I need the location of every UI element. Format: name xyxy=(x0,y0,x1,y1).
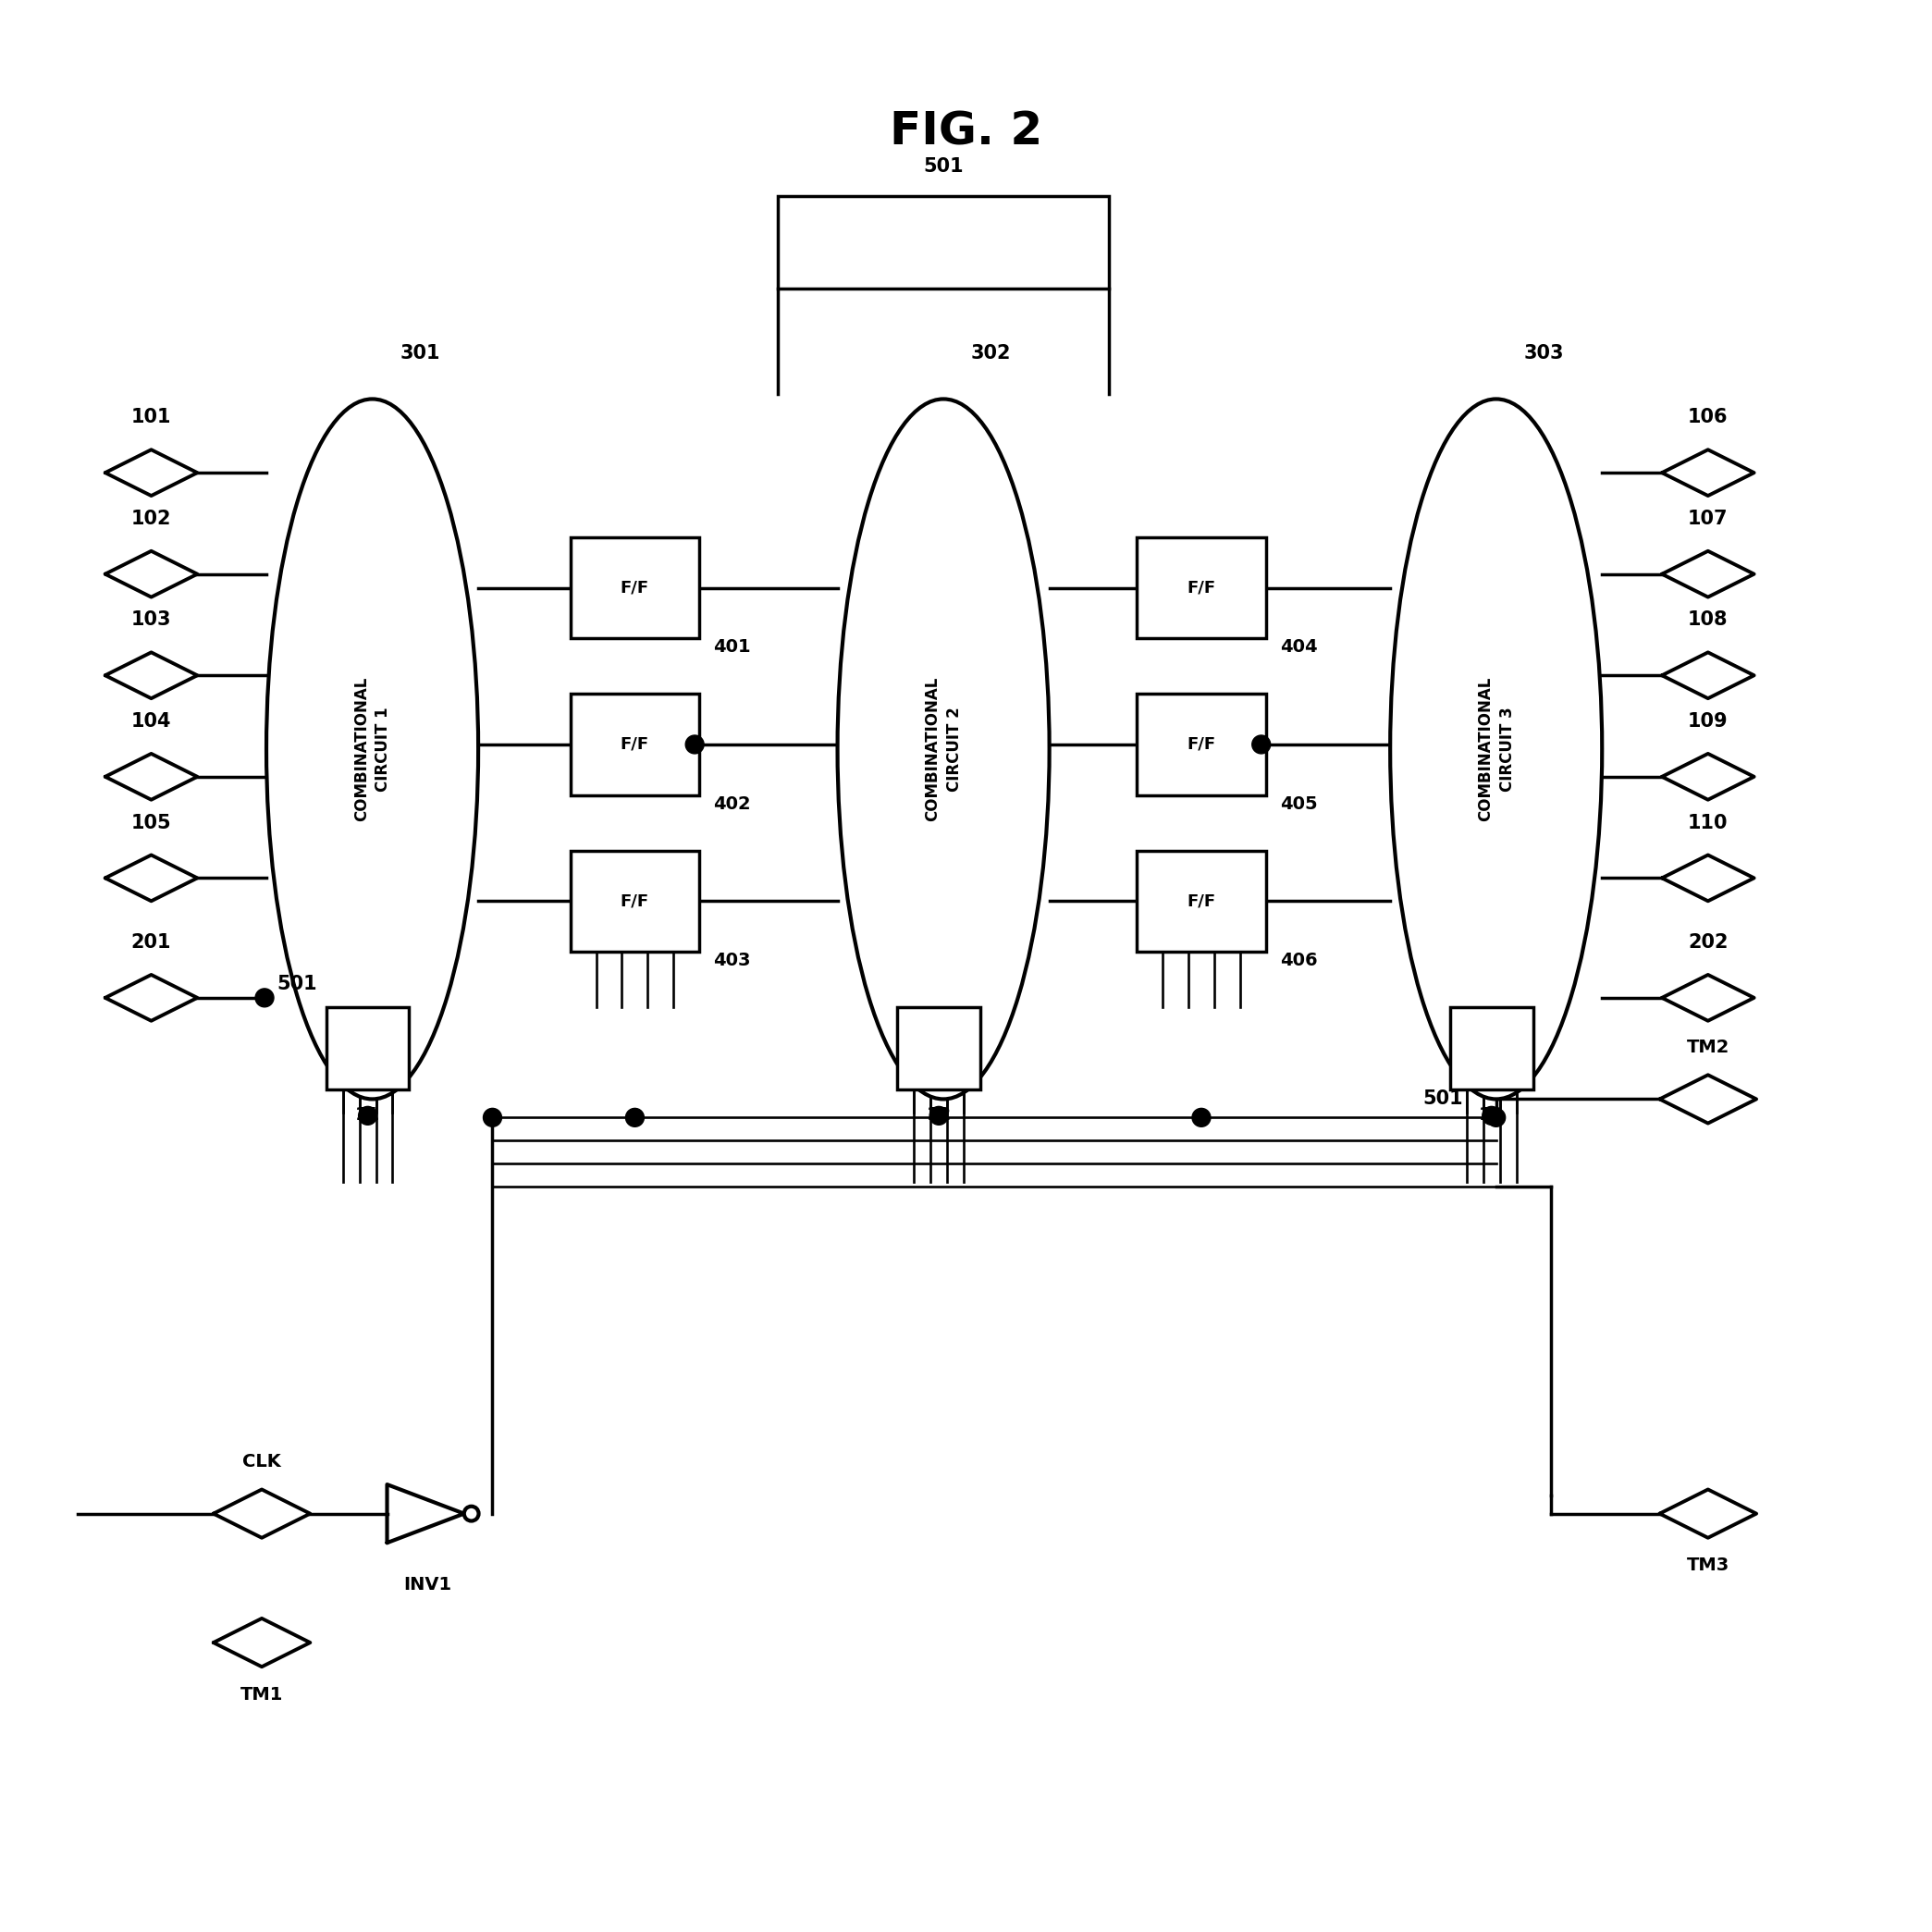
Ellipse shape xyxy=(837,400,1049,1099)
Text: 404: 404 xyxy=(1279,639,1318,657)
Bar xyxy=(1136,537,1265,639)
Text: 405: 405 xyxy=(1279,796,1318,813)
Text: 11: 11 xyxy=(355,1107,381,1124)
Circle shape xyxy=(483,1109,502,1126)
Circle shape xyxy=(1252,736,1271,753)
Bar xyxy=(1136,850,1265,952)
Text: 401: 401 xyxy=(713,639,752,657)
Bar xyxy=(570,537,699,639)
Text: 103: 103 xyxy=(131,611,172,630)
Circle shape xyxy=(686,736,703,753)
Text: 301: 301 xyxy=(400,344,440,361)
Text: 13: 13 xyxy=(1480,1107,1505,1124)
Bar xyxy=(1136,694,1265,796)
Text: 12: 12 xyxy=(925,1107,951,1124)
Text: FIG. 2: FIG. 2 xyxy=(889,110,1043,155)
Bar xyxy=(777,197,1109,288)
Text: TM3: TM3 xyxy=(1687,1557,1729,1575)
Bar xyxy=(896,1007,980,1090)
Text: 501: 501 xyxy=(276,974,317,993)
Text: INV1: INV1 xyxy=(404,1577,452,1594)
Circle shape xyxy=(626,1109,643,1126)
Text: COMBINATIONAL
CIRCUIT 1: COMBINATIONAL CIRCUIT 1 xyxy=(354,676,392,821)
Bar xyxy=(570,694,699,796)
Text: 202: 202 xyxy=(1689,933,1727,952)
Bar xyxy=(570,850,699,952)
Text: 101: 101 xyxy=(131,408,172,427)
Circle shape xyxy=(1192,1109,1211,1126)
Bar xyxy=(327,1007,410,1090)
Text: F/F: F/F xyxy=(1186,893,1215,910)
Text: TM1: TM1 xyxy=(240,1687,284,1704)
Text: 403: 403 xyxy=(713,952,752,970)
Text: CLK: CLK xyxy=(243,1453,280,1470)
Text: 106: 106 xyxy=(1689,408,1727,427)
Text: 109: 109 xyxy=(1689,713,1727,730)
Text: 110: 110 xyxy=(1689,813,1727,833)
Circle shape xyxy=(1482,1107,1501,1124)
Circle shape xyxy=(255,989,274,1007)
Text: 402: 402 xyxy=(713,796,752,813)
Text: COMBINATIONAL
CIRCUIT 3: COMBINATIONAL CIRCUIT 3 xyxy=(1476,676,1515,821)
Circle shape xyxy=(359,1107,377,1124)
Ellipse shape xyxy=(267,400,479,1099)
Text: F/F: F/F xyxy=(1186,736,1215,753)
Text: 303: 303 xyxy=(1524,344,1565,361)
Text: 107: 107 xyxy=(1689,510,1727,527)
Text: 108: 108 xyxy=(1689,611,1727,630)
Text: F/F: F/F xyxy=(620,893,649,910)
Text: 102: 102 xyxy=(131,510,172,527)
Text: COMBINATIONAL
CIRCUIT 2: COMBINATIONAL CIRCUIT 2 xyxy=(923,676,962,821)
Ellipse shape xyxy=(1391,400,1602,1099)
Text: F/F: F/F xyxy=(620,580,649,597)
Text: 501: 501 xyxy=(923,158,964,176)
Text: 104: 104 xyxy=(131,713,172,730)
Text: 501: 501 xyxy=(1422,1090,1463,1109)
Text: F/F: F/F xyxy=(620,736,649,753)
Text: F/F: F/F xyxy=(1186,580,1215,597)
Text: 105: 105 xyxy=(131,813,172,833)
Circle shape xyxy=(929,1107,949,1124)
Circle shape xyxy=(464,1507,479,1520)
Text: 406: 406 xyxy=(1279,952,1318,970)
Circle shape xyxy=(1488,1109,1505,1126)
Text: TM2: TM2 xyxy=(1687,1037,1729,1055)
Bar xyxy=(1451,1007,1532,1090)
Text: 201: 201 xyxy=(131,933,172,952)
Text: 302: 302 xyxy=(972,344,1010,361)
